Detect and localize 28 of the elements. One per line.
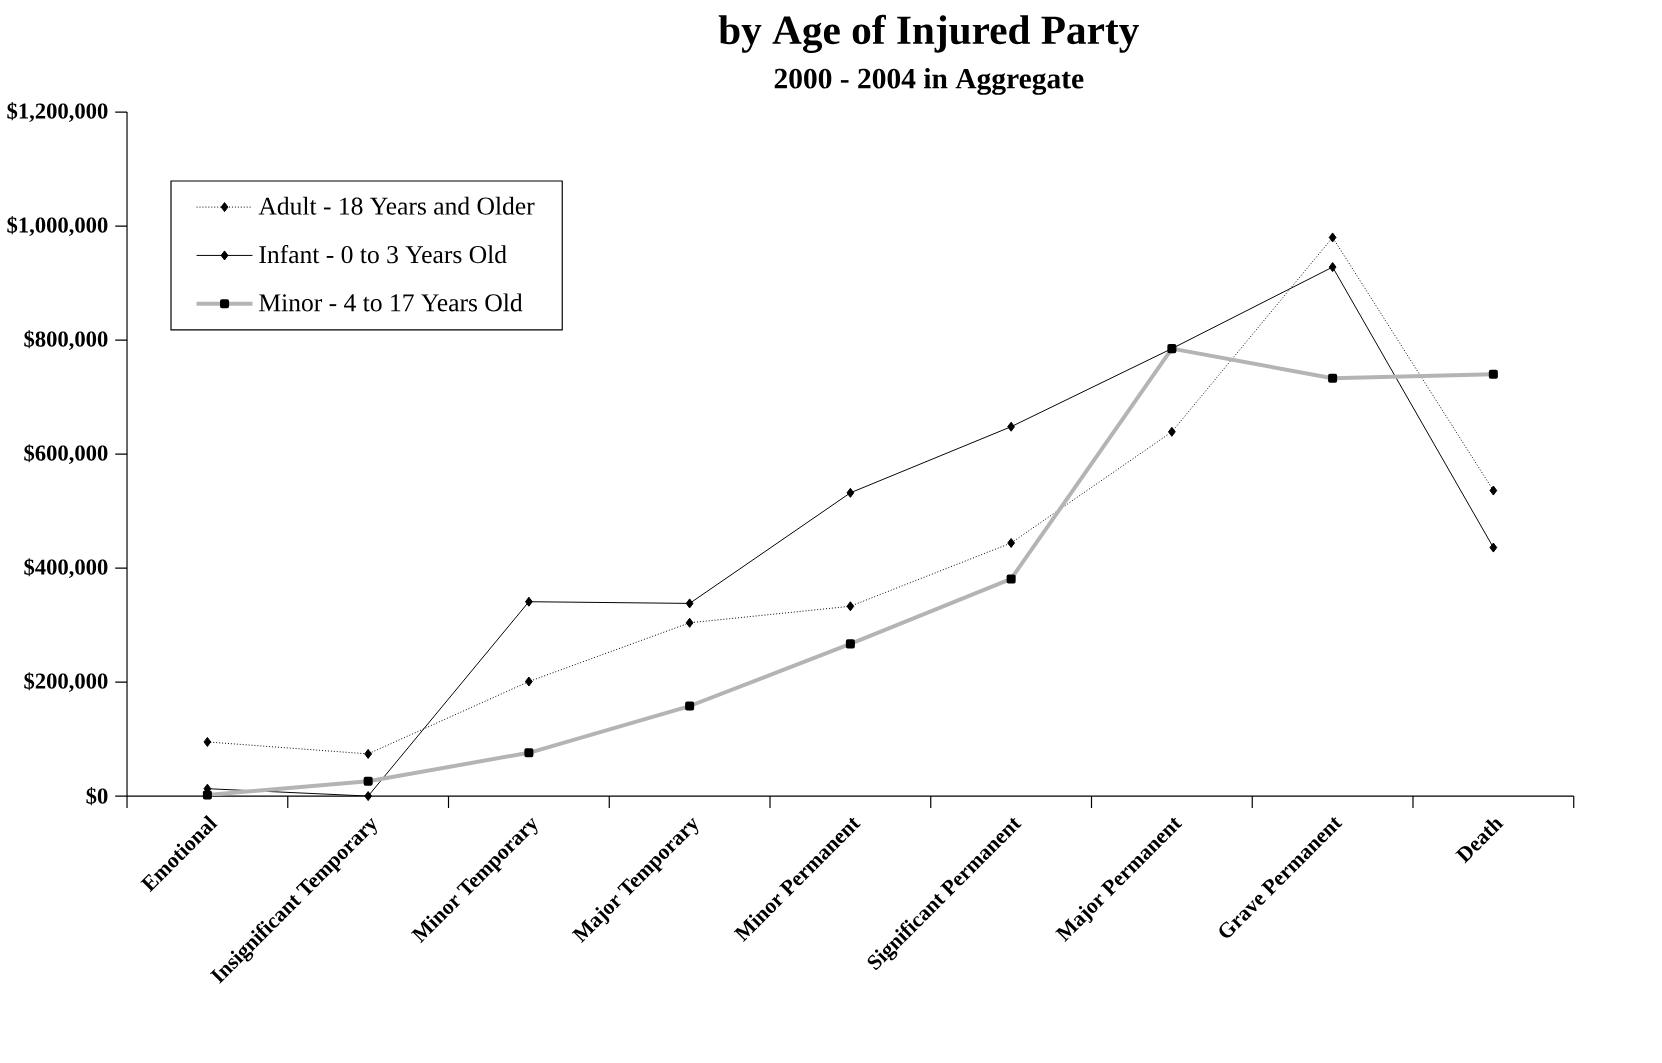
y-tick-label: $400,000: [24, 557, 108, 578]
legend-label: Infant - 0 to 3 Years Old: [259, 244, 507, 263]
y-tick-label: $800,000: [24, 329, 108, 350]
legend-label: Adult - 18 Years and Older: [258, 196, 535, 215]
point: [1489, 542, 1498, 553]
y-tick-label: $0: [86, 786, 108, 805]
point: [1328, 261, 1337, 272]
point: [525, 596, 533, 607]
point: [364, 790, 373, 801]
y-tick-label: $200,000: [24, 671, 108, 692]
y-tick-label: $600,000: [24, 443, 108, 464]
point: [525, 676, 533, 687]
point: [685, 617, 694, 628]
legend-label: Minor - 4 to 17 Years Old: [259, 293, 523, 312]
point: [1328, 232, 1337, 243]
point: [1007, 421, 1016, 432]
point: [685, 598, 694, 609]
point: [1007, 537, 1016, 548]
point: [1167, 426, 1176, 437]
point: [846, 487, 855, 498]
point: [1489, 485, 1498, 496]
chart-subtitle: 2000 - 2004 in Aggregate: [774, 67, 1084, 95]
chart-title: by Age of Injured Party: [718, 14, 1139, 53]
point: [846, 601, 855, 612]
point: [364, 748, 373, 759]
y-tick-label: $1,000,000: [7, 215, 108, 236]
y-tick-label: $1,200,000: [7, 101, 108, 122]
point: [203, 736, 212, 747]
